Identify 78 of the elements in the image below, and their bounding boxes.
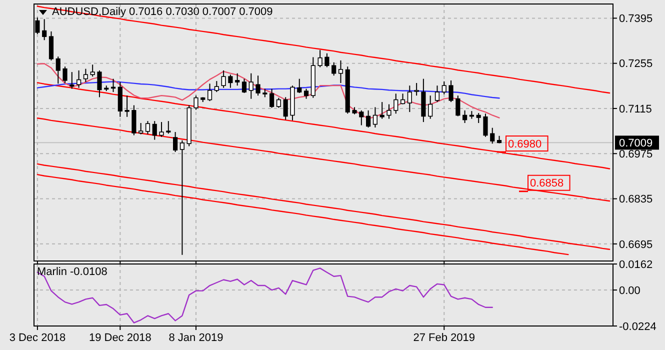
candlestick [332, 62, 336, 76]
candlestick [48, 30, 54, 61]
candlestick [90, 64, 95, 78]
candlestick [462, 110, 468, 124]
candlestick [318, 50, 322, 68]
line-series [36, 82, 610, 170]
candlestick [490, 127, 495, 144]
y-tick-label: 0.7115 [619, 103, 652, 116]
candlestick [173, 132, 178, 153]
candlestick [56, 56, 60, 84]
x-tick-label: 8 Jan 2019 [168, 332, 224, 344]
candlestick [456, 95, 460, 117]
candlestick [159, 122, 164, 138]
candlestick [270, 88, 274, 108]
candlestick [394, 93, 398, 114]
candlestick [76, 70, 82, 88]
candlestick [97, 70, 102, 98]
candlestick [194, 95, 198, 110]
candlestick [448, 80, 454, 103]
candlestick [407, 85, 412, 113]
candlestick [442, 80, 446, 95]
y-tick-label: -0.0224 [619, 320, 656, 333]
candlestick [372, 106, 378, 128]
candlestick [380, 102, 384, 120]
y-tick-label: 0.6835 [619, 194, 653, 206]
candlestick [386, 104, 392, 120]
candlestick [400, 93, 406, 105]
candlestick [242, 78, 247, 94]
candlestick [248, 72, 254, 100]
candlestick [124, 95, 130, 118]
candlestick [297, 78, 302, 94]
annotation: 0.6858 [530, 178, 564, 190]
candlestick [235, 72, 240, 86]
candlestick [221, 70, 226, 88]
y-tick-label: 0.6975 [619, 148, 653, 160]
candlestick [214, 80, 219, 93]
candlestick [304, 88, 309, 100]
x-tick-label: 19 Dec 2018 [88, 332, 152, 344]
candlestick [132, 104, 136, 136]
y-tick-label: 0.7255 [619, 58, 653, 70]
candlestick [166, 120, 171, 134]
x-tick-label: 27 Feb 2019 [413, 332, 476, 344]
candlestick [366, 110, 371, 128]
candlestick [83, 68, 88, 83]
candlestick [428, 95, 433, 120]
candlestick [338, 60, 344, 84]
candlestick [324, 52, 330, 68]
candlestick [110, 78, 116, 93]
annotation: 0.6980 [508, 138, 542, 150]
y-tick-label: 0.00 [619, 284, 640, 297]
candlestick [145, 120, 150, 135]
y-tick-label: 0.0162 [619, 258, 653, 271]
line-series [36, 174, 569, 256]
line-series [36, 163, 610, 250]
candlestick [483, 113, 488, 138]
candlestick [414, 82, 419, 96]
candlestick [256, 75, 260, 96]
candlestick [70, 72, 74, 90]
candlestick [228, 74, 233, 88]
candlestick [138, 122, 144, 135]
line-series [36, 268, 493, 324]
candlestick [118, 82, 122, 118]
candlestick [276, 97, 281, 108]
candlestick [152, 120, 157, 140]
line-series [36, 6, 610, 94]
candlestick [359, 110, 364, 126]
chart-title: Marlin -0.0108 [37, 266, 108, 278]
candlestick [434, 85, 440, 103]
candlestick [42, 18, 47, 41]
candlestick [476, 112, 481, 124]
ref-line-label: 0.7009 [619, 138, 653, 150]
candlestick [180, 140, 184, 256]
y-tick-label: 0.7395 [619, 13, 653, 26]
candlestick [62, 66, 68, 84]
candlestick [207, 83, 212, 102]
candlestick [283, 96, 288, 120]
y-tick-label: 0.6695 [619, 238, 653, 251]
x-tick-label: 3 Dec 2018 [9, 332, 66, 344]
